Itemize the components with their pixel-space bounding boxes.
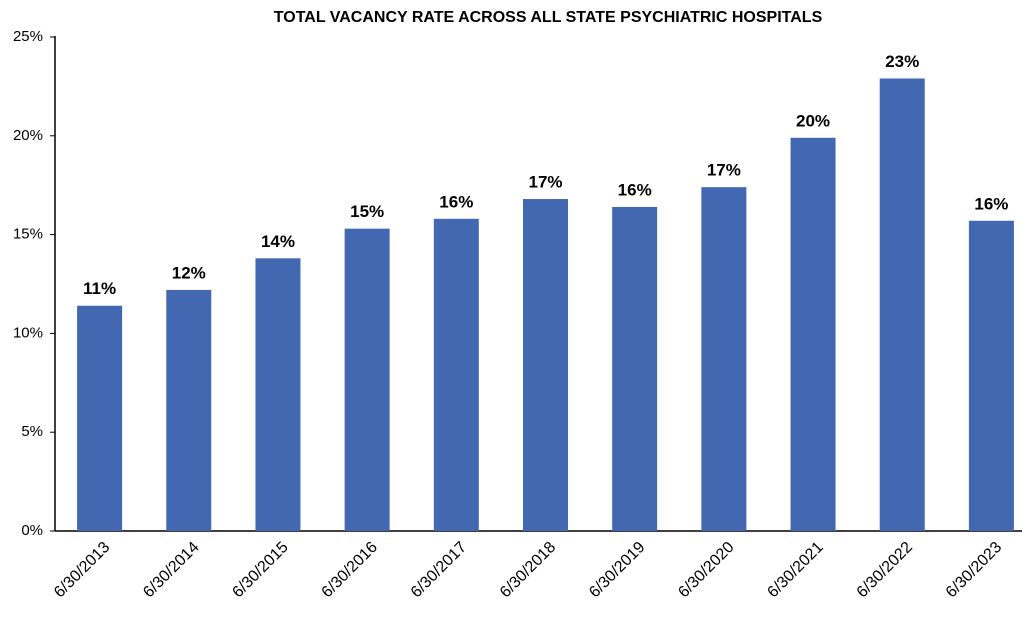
bar (166, 289, 212, 531)
bar (255, 258, 301, 531)
x-tick-label: 6/30/2021 (764, 539, 826, 601)
chart-title: TOTAL VACANCY RATE ACROSS ALL STATE PSYC… (274, 9, 823, 26)
x-tick-label: 6/30/2017 (408, 539, 470, 601)
value-label: 16% (439, 192, 473, 211)
y-tick-label: 10% (13, 324, 43, 341)
y-tick-label: 0% (21, 522, 43, 539)
x-tick-label: 6/30/2015 (229, 539, 291, 601)
value-label: 20% (796, 111, 830, 130)
bar (701, 187, 747, 531)
x-tick-label: 6/30/2013 (51, 539, 113, 601)
value-label: 14% (261, 232, 295, 251)
value-label: 11% (83, 279, 116, 298)
bar (612, 206, 658, 531)
y-tick-label: 25% (13, 28, 43, 45)
bar (968, 220, 1014, 531)
bar (77, 305, 123, 531)
value-label: 17% (528, 173, 562, 192)
bar (879, 78, 925, 531)
x-tick-label: 6/30/2023 (943, 539, 1005, 601)
value-label: 23% (885, 52, 919, 71)
value-label: 12% (172, 263, 206, 282)
bar (523, 199, 568, 532)
bar (433, 218, 479, 532)
y-tick-label: 20% (13, 127, 43, 144)
bar (344, 228, 390, 531)
value-label: 15% (350, 202, 384, 221)
value-label: 17% (707, 161, 741, 180)
value-label: 16% (974, 194, 1008, 213)
x-tick-label: 6/30/2014 (140, 539, 202, 601)
y-tick-label: 15% (13, 226, 43, 243)
value-label: 16% (618, 180, 652, 199)
x-tick-label: 6/30/2016 (319, 539, 381, 601)
x-tick-label: 6/30/2019 (586, 539, 648, 601)
x-tick-label: 6/30/2022 (854, 539, 916, 601)
y-tick-label: 5% (21, 423, 43, 440)
x-tick-label: 6/30/2018 (497, 539, 559, 601)
x-tick-label: 6/30/2020 (675, 539, 737, 601)
bar (790, 137, 836, 531)
